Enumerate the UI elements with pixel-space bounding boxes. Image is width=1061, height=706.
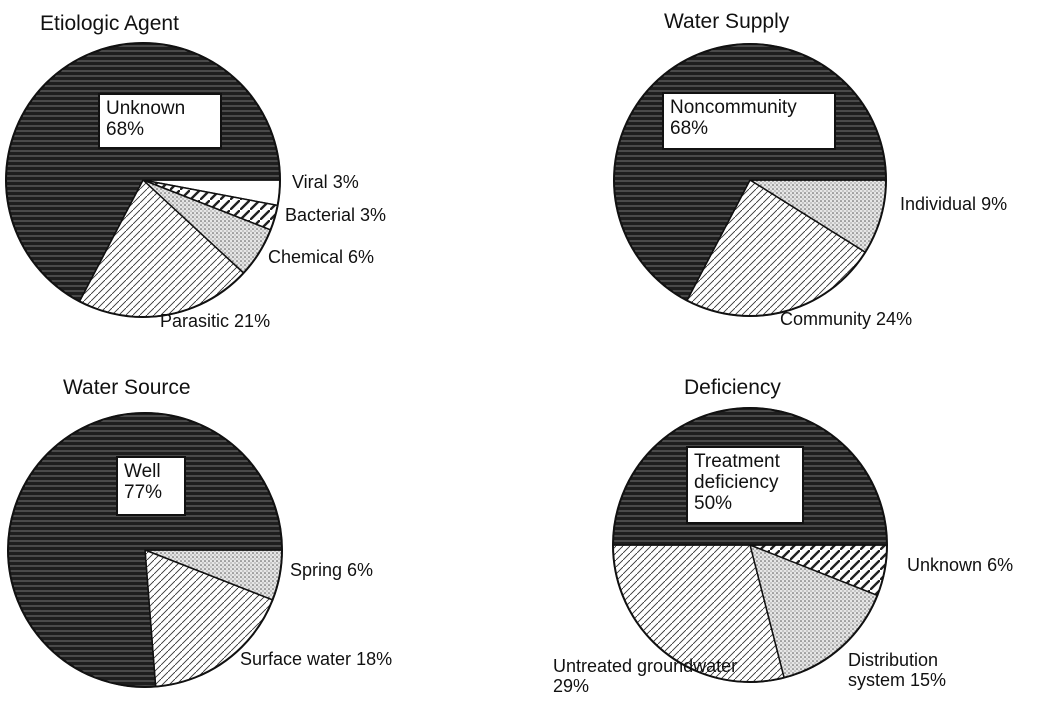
slice-label: Parasitic 21% (160, 311, 360, 331)
category-label: Unknown (106, 98, 186, 119)
slice-label: Bacterial 3% (285, 205, 485, 225)
chart-title: Water Supply (664, 10, 790, 33)
slice-label: Individual 9% (900, 194, 1061, 214)
value-label: 29% (553, 676, 590, 696)
category-label: Unknown (907, 555, 983, 575)
value-label: 18% (356, 649, 393, 669)
category-label: Individual (900, 194, 977, 214)
category-label: Viral (292, 172, 328, 192)
slice-label: Spring 6% (290, 560, 490, 580)
category-label: Distribution system (848, 650, 939, 690)
category-label: Noncommunity (670, 97, 797, 118)
slice-label-box: Unknown 68% (98, 93, 222, 149)
value-label: 24% (876, 309, 913, 329)
value-label: 3% (332, 172, 359, 192)
value-label: 50% (694, 493, 733, 514)
category-label: Chemical (268, 247, 344, 267)
pie-outline (7, 412, 283, 688)
category-label: Spring (290, 560, 343, 580)
slice-label-box: Well 77% (116, 456, 186, 516)
slice-label: Distribution system 15% (848, 650, 978, 690)
slice-label: Viral 3% (292, 172, 492, 192)
category-label: Bacterial (285, 205, 356, 225)
slice-label: Surface water 18% (240, 649, 400, 669)
value-label: 77% (124, 482, 163, 503)
value-label: 6% (347, 560, 374, 580)
value-label: 6% (987, 555, 1014, 575)
slice-label-box: Noncommunity 68% (662, 92, 836, 150)
pie-outline (612, 407, 888, 683)
value-label: 68% (670, 118, 709, 139)
category-label: Community (780, 309, 872, 329)
slice-label: Untreated groundwater 29% (553, 656, 753, 696)
chart-title: Deficiency (684, 376, 781, 399)
value-label: 6% (348, 247, 375, 267)
slice-label: Community 24% (780, 309, 980, 329)
slice-label: Chemical 6% (268, 247, 468, 267)
value-label: 15% (910, 670, 947, 690)
category-label: Surface water (240, 649, 352, 669)
category-label: Parasitic (160, 311, 230, 331)
category-label: Treatment deficiency (694, 451, 780, 493)
chart-title: Water Source (63, 376, 191, 399)
chart-title: Etiologic Agent (40, 12, 179, 35)
category-label: Well (124, 461, 161, 482)
value-label: 68% (106, 119, 145, 140)
category-label: Untreated groundwater (553, 656, 738, 676)
value-label: 3% (360, 205, 387, 225)
pie-outline (613, 43, 887, 317)
slice-label: Unknown 6% (907, 555, 1061, 575)
value-label: 9% (981, 194, 1008, 214)
slice-label-box: Treatment deficiency 50% (686, 446, 804, 524)
pie-outline (5, 42, 281, 318)
value-label: 21% (234, 311, 271, 331)
